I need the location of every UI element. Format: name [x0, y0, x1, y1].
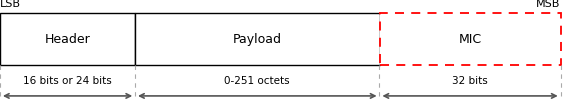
Bar	[380, 13, 561, 65]
Text: MSB: MSB	[536, 0, 561, 9]
Text: 16 bits or 24 bits: 16 bits or 24 bits	[23, 76, 112, 86]
Text: MIC: MIC	[458, 33, 482, 46]
Text: Payload: Payload	[233, 33, 282, 46]
Text: LSB: LSB	[0, 0, 21, 9]
Bar	[135, 13, 380, 65]
Bar	[0, 13, 135, 65]
Text: 32 bits: 32 bits	[452, 76, 488, 86]
Text: 0-251 octets: 0-251 octets	[224, 76, 290, 86]
Text: Header: Header	[45, 33, 90, 46]
